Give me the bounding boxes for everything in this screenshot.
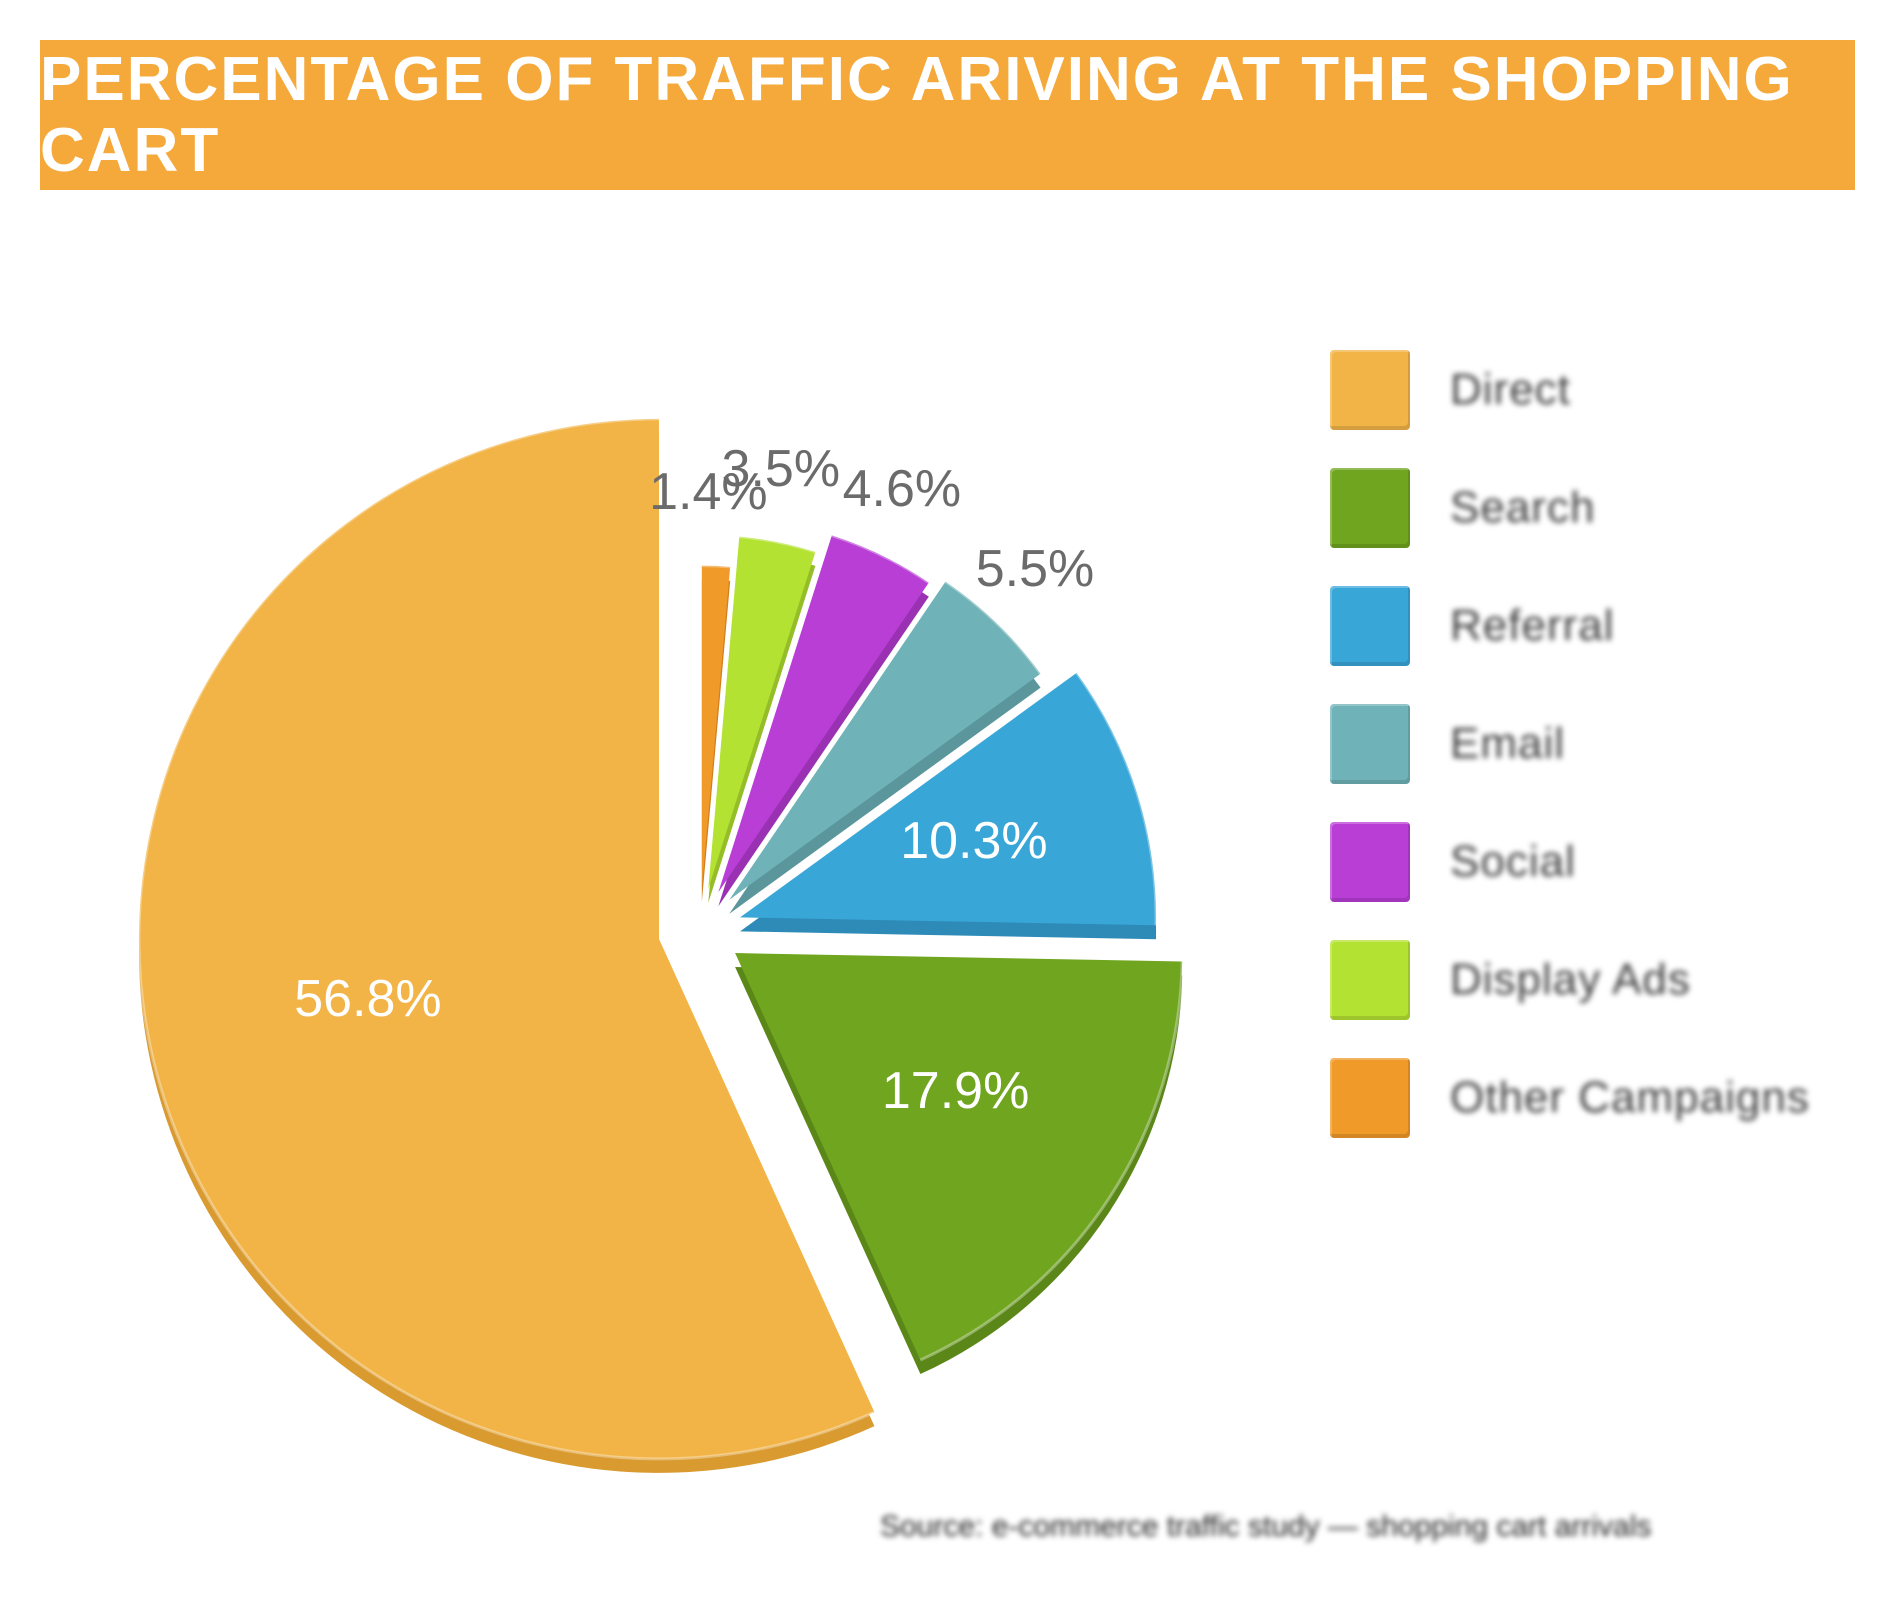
chart-footnote: Source: e-commerce traffic study — shopp… xyxy=(880,1510,1651,1544)
legend-label: Search xyxy=(1450,483,1595,533)
page-title: PERCENTAGE OF TRAFFIC ARIVING AT THE SHO… xyxy=(40,44,1855,186)
legend-swatch xyxy=(1330,468,1410,548)
legend: Direct Search Referral Email Social Disp… xyxy=(1330,350,1850,1176)
pie-chart-svg xyxy=(0,230,1400,1601)
legend-item: Social xyxy=(1330,822,1850,902)
legend-label: Referral xyxy=(1450,601,1615,651)
legend-swatch xyxy=(1330,704,1410,784)
page-title-bar: PERCENTAGE OF TRAFFIC ARIVING AT THE SHO… xyxy=(40,40,1855,190)
pie-chart: Direct Search Referral Email Social Disp… xyxy=(0,230,1895,1570)
legend-item: Display Ads xyxy=(1330,940,1850,1020)
legend-item: Direct xyxy=(1330,350,1850,430)
legend-swatch xyxy=(1330,940,1410,1020)
legend-item: Referral xyxy=(1330,586,1850,666)
legend-item: Other Campaigns xyxy=(1330,1058,1850,1138)
legend-label: Display Ads xyxy=(1450,955,1691,1005)
legend-label: Social xyxy=(1450,837,1576,887)
legend-item: Search xyxy=(1330,468,1850,548)
legend-swatch xyxy=(1330,586,1410,666)
legend-label: Direct xyxy=(1450,365,1571,415)
page: PERCENTAGE OF TRAFFIC ARIVING AT THE SHO… xyxy=(0,0,1895,1601)
legend-swatch xyxy=(1330,1058,1410,1138)
legend-label: Other Campaigns xyxy=(1450,1073,1810,1123)
legend-item: Email xyxy=(1330,704,1850,784)
legend-swatch xyxy=(1330,350,1410,430)
legend-swatch xyxy=(1330,822,1410,902)
legend-label: Email xyxy=(1450,719,1565,769)
pie-slice-highlight xyxy=(702,566,730,567)
